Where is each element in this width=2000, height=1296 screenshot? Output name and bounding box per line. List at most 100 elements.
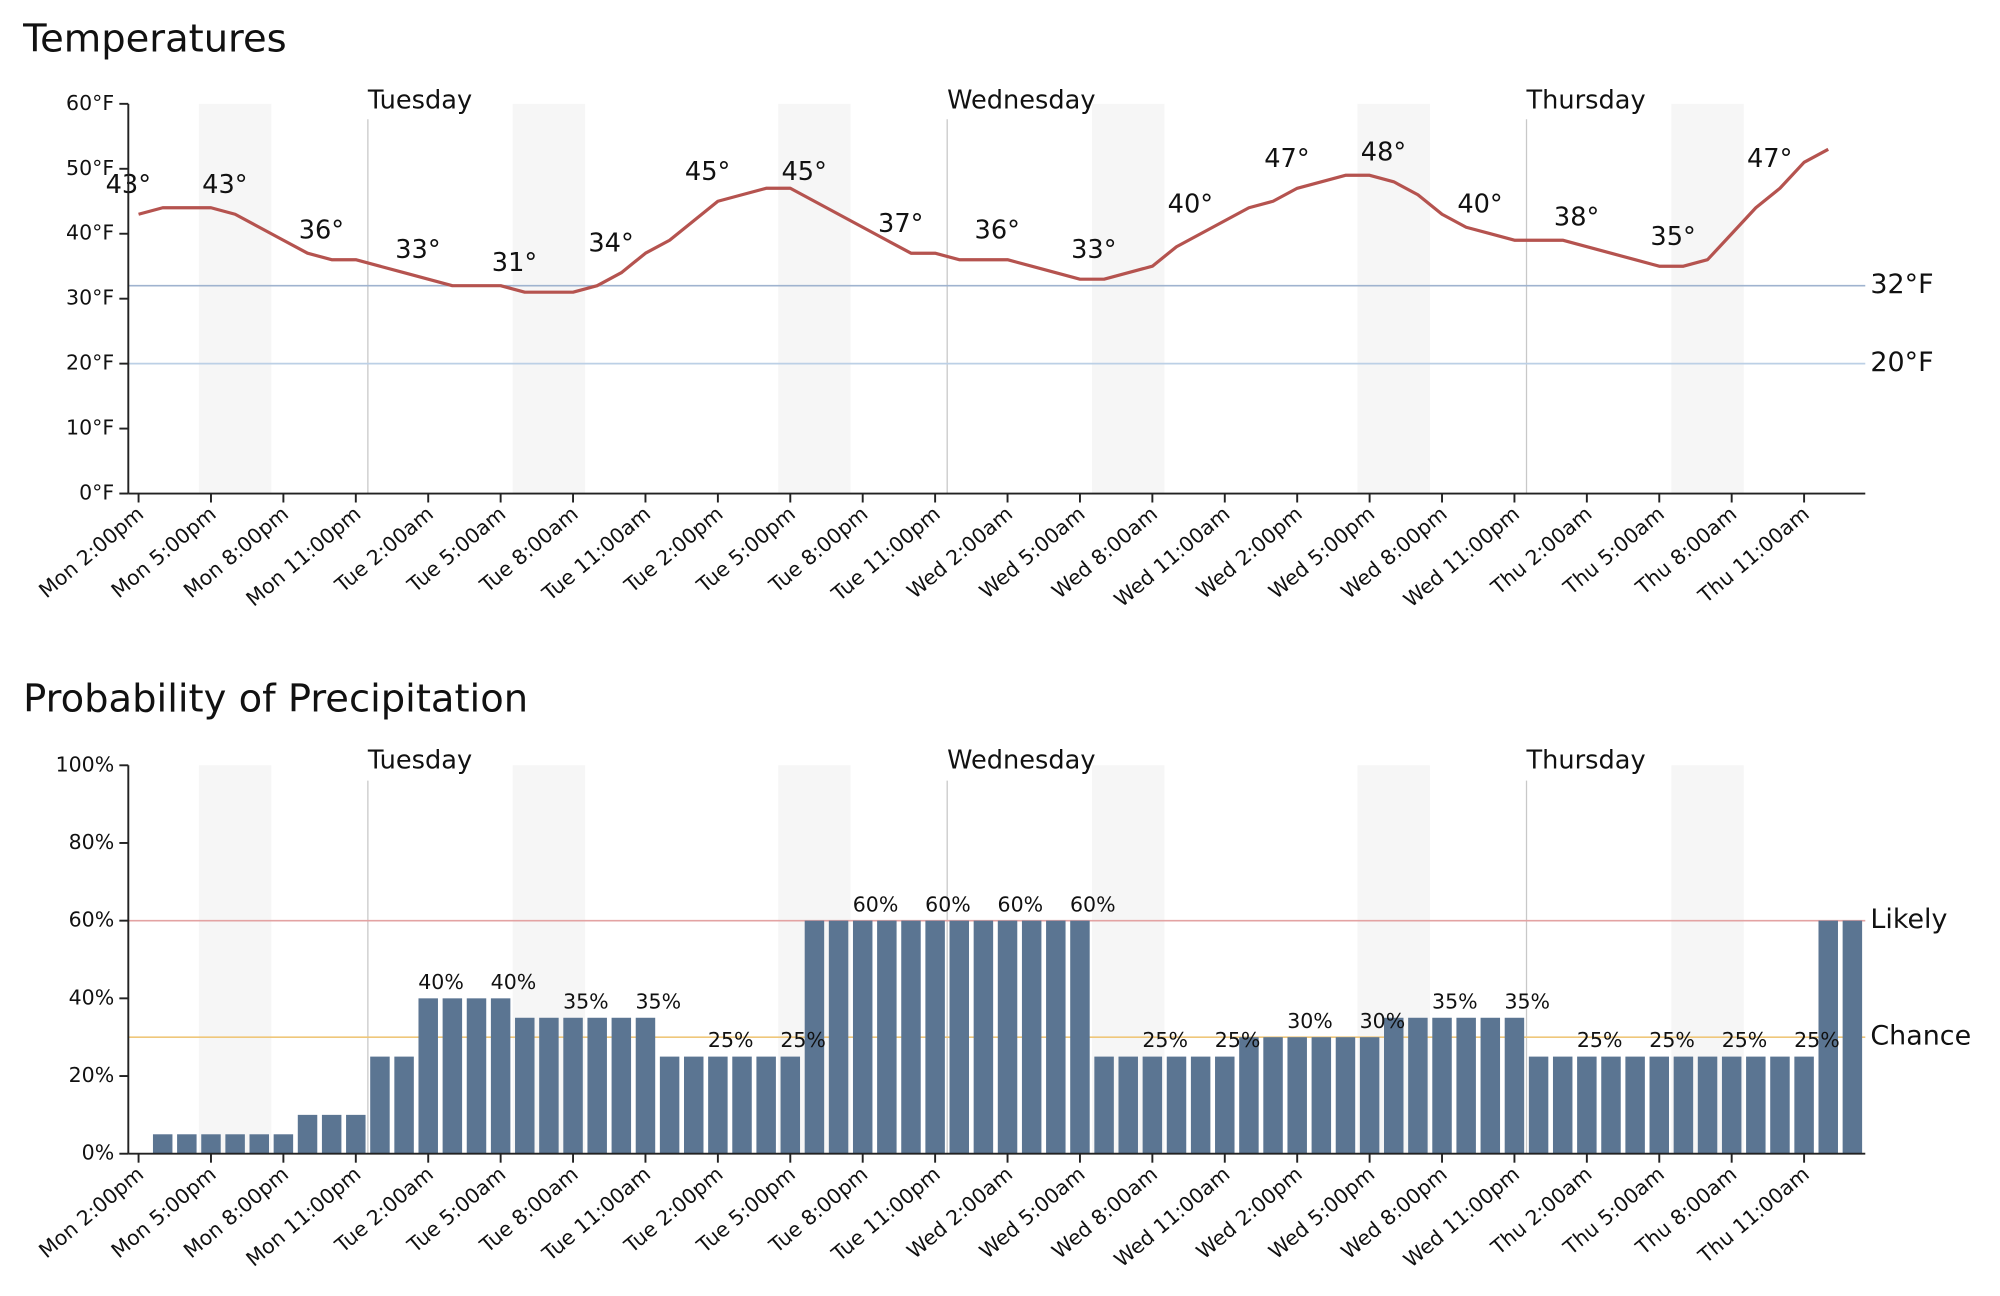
value-label: 60%: [925, 892, 971, 916]
night-band: [512, 103, 586, 494]
bar: [370, 1056, 390, 1154]
value-label: 35°: [1650, 222, 1695, 252]
value-label: 38°: [1554, 203, 1599, 233]
bar: [418, 998, 438, 1154]
bar: [1528, 1056, 1549, 1154]
bar: [1408, 1017, 1428, 1154]
bar: [1480, 1017, 1501, 1154]
bar: [1359, 1037, 1380, 1154]
bar: [1311, 1037, 1332, 1154]
chart-title: Temperatures: [22, 17, 287, 62]
bar: [394, 1056, 414, 1154]
bar: [1649, 1056, 1670, 1154]
value-label: 36°: [975, 216, 1020, 246]
bar: [1456, 1017, 1476, 1154]
value-label: 47°: [1747, 144, 1792, 174]
bar: [1239, 1037, 1259, 1154]
bar: [1504, 1017, 1525, 1154]
value-label: 45°: [781, 157, 826, 187]
value-label: 60%: [998, 892, 1044, 916]
bar: [1552, 1056, 1573, 1154]
value-label: 25%: [1722, 1028, 1768, 1052]
bar: [225, 1134, 245, 1154]
bar: [683, 1056, 704, 1154]
bar: [901, 920, 921, 1154]
value-label: 34°: [588, 229, 633, 259]
bar: [1094, 1056, 1114, 1154]
bar: [1721, 1056, 1742, 1154]
bar: [1215, 1056, 1235, 1154]
y-tick-label: 80%: [69, 830, 115, 854]
bar: [1818, 920, 1838, 1154]
bar: [273, 1134, 294, 1154]
value-label: 36°: [299, 216, 344, 246]
value-label: 25%: [1215, 1028, 1261, 1052]
bar: [1142, 1056, 1163, 1154]
value-label: 30%: [1287, 1009, 1333, 1033]
bar: [997, 920, 1018, 1154]
night-band: [198, 103, 272, 494]
bar: [1842, 920, 1863, 1154]
bar: [201, 1134, 221, 1154]
y-tick-label: 0%: [82, 1141, 115, 1165]
reference-label: Likely: [1870, 904, 1947, 935]
value-label: 25%: [708, 1028, 754, 1052]
bar: [659, 1056, 680, 1154]
value-label: 35%: [1504, 989, 1550, 1013]
y-tick-label: 60%: [69, 908, 115, 932]
value-label: 25%: [1142, 1028, 1188, 1052]
value-label: 33°: [395, 235, 440, 265]
bar: [466, 998, 487, 1154]
y-tick-label: 10°F: [66, 416, 114, 440]
bar: [852, 920, 873, 1154]
value-label: 37°: [878, 209, 923, 239]
day-label: Tuesday: [367, 745, 472, 775]
bar: [587, 1017, 607, 1154]
y-tick-label: 30°F: [66, 286, 114, 310]
temperature-line: [138, 147, 1829, 294]
bar: [177, 1134, 197, 1154]
bar: [925, 920, 945, 1154]
value-label: 47°: [1264, 144, 1309, 174]
bar: [1625, 1056, 1645, 1154]
bar: [442, 998, 463, 1154]
y-tick-label: 100%: [56, 752, 115, 776]
chart: Temperatures Tuesday Wednesday Thursday 0°F 1…: [22, 17, 1933, 612]
day-label: Wednesday: [947, 745, 1095, 775]
value-label: 25%: [1794, 1028, 1840, 1052]
bar: [1070, 920, 1090, 1154]
chart: Probability of Precipitation Tuesday Wedne…: [23, 677, 1971, 1272]
value-label: 40%: [418, 970, 464, 994]
bar: [515, 1017, 535, 1154]
y-tick-label: 60°F: [66, 91, 114, 115]
value-label: 25%: [1577, 1028, 1623, 1052]
value-label: 40°: [1457, 190, 1502, 220]
night-band: [1357, 103, 1430, 494]
bar: [1021, 920, 1042, 1154]
night-band: [778, 103, 851, 494]
bar: [1697, 1056, 1718, 1154]
value-label: 48°: [1361, 138, 1406, 168]
bar: [1577, 1056, 1597, 1154]
value-label: 35%: [1432, 989, 1478, 1013]
bar: [1335, 1037, 1356, 1154]
bar: [877, 920, 897, 1154]
bar: [1770, 1056, 1790, 1154]
day-label: Tuesday: [367, 85, 472, 115]
bar: [1384, 1017, 1404, 1154]
reference-label: Chance: [1870, 1021, 1971, 1052]
reference-label: 32°F: [1870, 269, 1933, 300]
value-label: 30%: [1360, 1009, 1406, 1033]
y-tick-label: 40%: [69, 985, 115, 1009]
bar: [732, 1056, 752, 1154]
y-tick-label: 0°F: [79, 481, 114, 505]
y-tick-label: 50°F: [66, 156, 114, 180]
bar: [804, 920, 825, 1154]
bar: [1673, 1056, 1694, 1154]
value-label: 60%: [1070, 892, 1116, 916]
bar: [708, 1056, 728, 1154]
bar: [1046, 920, 1066, 1154]
bar: [490, 998, 511, 1154]
value-label: 35%: [563, 989, 609, 1013]
